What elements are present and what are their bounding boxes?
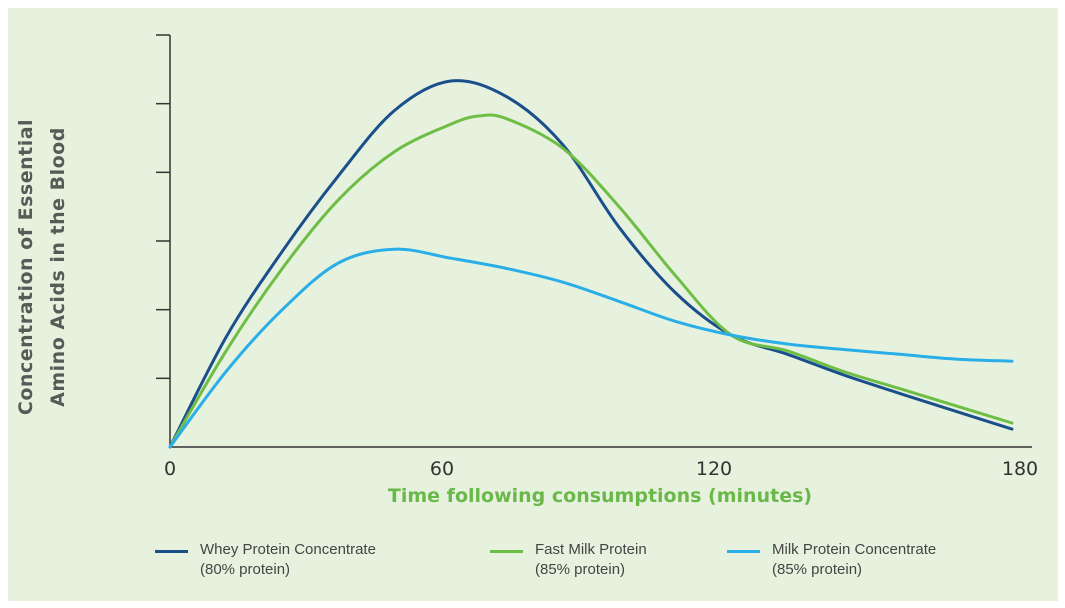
legend-swatch bbox=[727, 550, 760, 553]
chart-panel bbox=[8, 8, 1058, 601]
legend-label-line-2: (85% protein) bbox=[772, 561, 863, 578]
legend-item-whey: Whey Protein Concentrate (80% protein) bbox=[155, 540, 376, 580]
y-axis-label-line-2: Amino Acids in the Blood bbox=[47, 127, 69, 407]
series-line-fast-milk-protein bbox=[168, 113, 1014, 449]
legend-label-line-2: (80% protein) bbox=[200, 561, 291, 578]
legend-label: Milk Protein Concentrate (85% protein) bbox=[772, 540, 936, 580]
legend-label-line-1: Fast Milk Protein bbox=[535, 541, 647, 558]
x-axis-label: Time following consumptions (minutes) bbox=[387, 485, 813, 507]
axes bbox=[156, 34, 1032, 448]
y-axis-label-line-1: Concentration of Essential bbox=[15, 118, 37, 416]
legend-swatch bbox=[155, 550, 188, 553]
x-tick-label: 0 bbox=[163, 458, 177, 480]
legend-label-line-1: Whey Protein Concentrate bbox=[200, 541, 376, 558]
legend-label-line-2: (85% protein) bbox=[535, 561, 626, 578]
x-tick-label: 60 bbox=[429, 458, 455, 480]
legend-swatch bbox=[490, 550, 523, 553]
legend-item-milk-concentrate: Milk Protein Concentrate (85% protein) bbox=[727, 540, 936, 580]
legend: Whey Protein Concentrate (80% protein) F… bbox=[155, 540, 1035, 590]
legend-item-fast-milk: Fast Milk Protein (85% protein) bbox=[490, 540, 647, 580]
legend-label-line-1: Milk Protein Concentrate bbox=[772, 541, 937, 558]
y-axis-label: Concentration of Essential Amino Acids i… bbox=[10, 117, 80, 417]
x-tick-label: 180 bbox=[1001, 458, 1039, 480]
series-line-whey-protein-concentrate bbox=[168, 79, 1014, 449]
series-line-milk-protein-concentrate bbox=[168, 247, 1014, 449]
x-tick-label: 120 bbox=[695, 458, 733, 480]
legend-label: Whey Protein Concentrate (80% protein) bbox=[200, 540, 376, 580]
legend-label: Fast Milk Protein (85% protein) bbox=[535, 540, 647, 580]
series-lines bbox=[168, 79, 1014, 449]
